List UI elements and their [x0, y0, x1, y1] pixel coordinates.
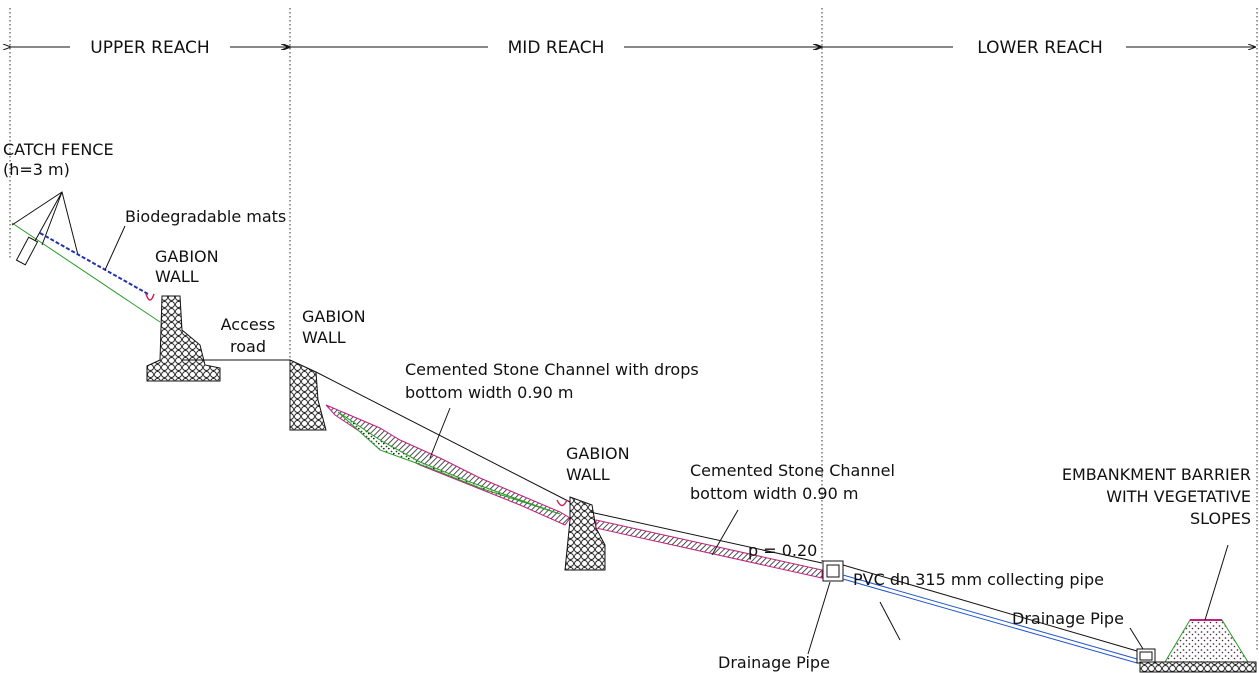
label: bottom width 0.90 m: [690, 484, 858, 503]
gabion-wall: [290, 360, 326, 430]
label: (h=3 m): [3, 160, 70, 179]
ground-line: [12, 223, 160, 322]
label: p = 0.20: [748, 541, 817, 560]
cross-section: UPPER REACH MID REACH LOWER REACH CATCH …: [0, 0, 1259, 673]
label: SLOPES: [1190, 509, 1251, 528]
ditch: [557, 500, 567, 506]
label: WALL: [155, 267, 199, 286]
reach-label: LOWER REACH: [977, 38, 1103, 58]
label: Cemented Stone Channel: [690, 461, 895, 480]
ditch: [146, 294, 154, 300]
drainage-box: [823, 561, 843, 581]
label: CATCH FENCE: [3, 140, 114, 159]
label: bottom width 0.90 m: [405, 383, 573, 402]
leaders: [105, 226, 1228, 654]
page: {"reaches": ["UPPER REACH", "MID REACH",…: [0, 0, 1259, 673]
label: road: [230, 337, 266, 356]
embankment-base: [1140, 662, 1256, 672]
label: EMBANKMENT BARRIER: [1062, 465, 1251, 484]
label: Drainage Pipe: [718, 653, 830, 672]
label: WALL: [302, 328, 346, 347]
reach-label: MID REACH: [508, 38, 605, 58]
reach-dividers: [10, 8, 1257, 650]
gabion-wall: [147, 296, 220, 381]
label: WALL: [566, 465, 610, 484]
gabion-wall: [565, 497, 605, 570]
label: Cemented Stone Channel with drops: [405, 360, 699, 379]
catch-fence: [12, 192, 78, 265]
label: GABION: [155, 247, 219, 266]
label: Drainage Pipe: [1012, 609, 1124, 628]
reach-label: UPPER REACH: [90, 38, 209, 58]
label: Biodegradable mats: [125, 207, 286, 226]
stone-channel-drops: [326, 405, 570, 525]
labels: CATCH FENCE (h=3 m) Biodegradable mats G…: [3, 140, 1251, 672]
embankment: [1165, 620, 1248, 662]
label: GABION: [566, 444, 630, 463]
label: GABION: [302, 307, 366, 326]
label: PVC dn 315 mm collecting pipe: [853, 570, 1104, 589]
mats: [40, 233, 148, 294]
label: WITH VEGETATIVE: [1106, 487, 1251, 506]
label: Access: [221, 315, 276, 334]
